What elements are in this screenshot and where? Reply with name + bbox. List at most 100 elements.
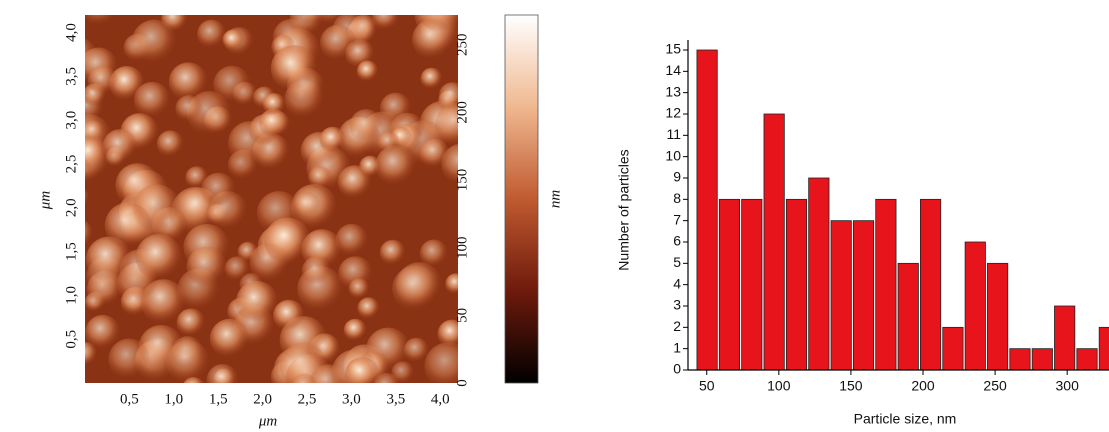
grain: [210, 319, 250, 359]
bar: [965, 242, 985, 370]
grain: [320, 25, 356, 61]
grain: [359, 156, 381, 178]
histogram-bars: [697, 50, 1109, 370]
bar: [719, 199, 739, 370]
grain: [161, 6, 188, 33]
x-tick-label: 150: [839, 378, 863, 394]
grain: [308, 166, 331, 189]
afm-image: [54, 0, 482, 402]
bar: [697, 50, 717, 370]
grain: [85, 315, 120, 350]
grain: [157, 130, 184, 157]
grain: [134, 82, 170, 118]
y-axis-label: Number of particles: [616, 149, 632, 270]
grain: [320, 127, 346, 153]
x-tick-label: 2,5: [298, 391, 317, 407]
colorbar-tick-label: 200: [454, 101, 470, 124]
bar: [876, 199, 896, 370]
grain: [225, 256, 250, 281]
bar: [920, 199, 940, 370]
x-tick-label: 1,5: [209, 391, 228, 407]
y-tick-label: 0,5: [63, 330, 79, 349]
grain: [344, 319, 367, 342]
grain: [445, 273, 467, 295]
grain: [375, 145, 416, 186]
y-tick-label: 7: [673, 211, 681, 227]
y-tick-label: 14: [665, 62, 681, 78]
x-tick-label: 200: [911, 378, 935, 394]
y-tick-label: 2,0: [63, 198, 79, 217]
y-tick-label: 8: [673, 190, 681, 206]
grain: [271, 45, 318, 92]
colorbar-tick-label: 0: [454, 379, 470, 387]
bar: [853, 221, 873, 370]
grain: [420, 138, 450, 168]
grain: [357, 60, 379, 82]
bar: [943, 327, 963, 370]
y-tick-label: 1,5: [63, 242, 79, 261]
grain: [88, 66, 118, 96]
x-tick-label: 1,0: [164, 391, 183, 407]
y-tick-label: 9: [673, 169, 681, 185]
bar: [1032, 349, 1052, 370]
bar: [1099, 327, 1109, 370]
y-tick-label: 11: [666, 126, 681, 142]
grain: [404, 338, 429, 363]
x-tick-label: 4,0: [431, 391, 450, 407]
grain: [380, 93, 411, 124]
x-tick-label: 100: [767, 378, 791, 394]
bar: [809, 178, 829, 370]
colorbar-label: nm: [547, 190, 563, 209]
bar: [987, 263, 1007, 370]
grain: [380, 240, 406, 266]
y-tick-label: 1,0: [63, 286, 79, 305]
bar: [786, 199, 806, 370]
grain: [105, 202, 152, 249]
grain: [263, 93, 286, 116]
y-tick-label: 3: [673, 297, 681, 313]
bar: [831, 221, 851, 370]
grain: [438, 320, 466, 348]
grain: [349, 278, 370, 299]
x-tick-label: 0,5: [120, 391, 139, 407]
grain: [201, 173, 235, 207]
grain: [280, 342, 327, 389]
bar: [764, 114, 784, 370]
y-axis-label: μm: [37, 191, 53, 211]
grain: [213, 66, 250, 103]
y-tick-label: 5: [673, 254, 681, 270]
figure: 0,5 1,0 1,5 2,0 2,5 3,0 3,5 4,0 0,5 1,0 1,5 2,0 2,5 3…: [0, 0, 1109, 432]
bar: [742, 199, 762, 370]
bar: [1054, 306, 1074, 370]
grain: [420, 240, 448, 268]
y-tick-label: 12: [665, 105, 681, 121]
y-tick-label: 3,0: [63, 111, 79, 130]
grain: [350, 109, 383, 142]
y-tick-label: 0: [673, 361, 681, 377]
x-tick-label: 300: [1056, 378, 1080, 394]
grain: [357, 297, 379, 319]
y-tick-label: 10: [665, 147, 681, 163]
colorbar: [505, 15, 538, 383]
colorbar-tick-label: 150: [454, 169, 470, 192]
colorbar-tick-label: 250: [454, 34, 470, 57]
grain: [197, 20, 226, 49]
y-tick-label: 13: [665, 83, 681, 99]
grain: [378, 131, 400, 153]
colorbar-tick-label: 50: [454, 308, 470, 323]
bar: [1077, 349, 1097, 370]
x-tick-label: 3,5: [386, 391, 405, 407]
y-tick-label: 3,5: [63, 67, 79, 86]
y-tick-label: 6: [673, 233, 681, 249]
grain: [187, 247, 227, 287]
y-tick-label: 4,0: [63, 23, 79, 42]
y-tick-label: 4: [673, 275, 681, 291]
x-tick-label: 3,0: [342, 391, 361, 407]
y-tick-label: 2,5: [63, 155, 79, 174]
grain: [345, 357, 379, 391]
x-tick-label: 50: [699, 378, 715, 394]
grain: [236, 281, 278, 323]
x-tick-label: 2,0: [253, 391, 272, 407]
grain: [175, 95, 202, 122]
grain: [222, 29, 243, 50]
